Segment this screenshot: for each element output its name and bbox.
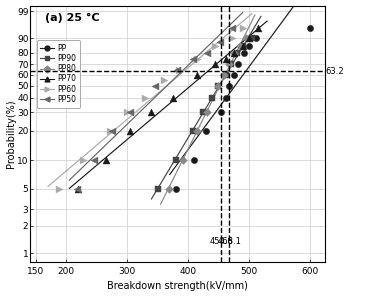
Point [155,187,160,191]
Point [103,158,109,163]
Point [194,56,200,61]
Point [200,110,206,115]
Point [173,187,179,191]
Point [173,158,179,163]
Point [56,187,62,191]
Point [190,56,196,61]
Text: 468.1: 468.1 [217,237,241,246]
Text: (a) 25 °C: (a) 25 °C [45,13,99,23]
Point [231,50,237,55]
Point [166,187,171,191]
Text: 63.2: 63.2 [325,67,344,76]
Point [205,50,210,55]
Point [243,36,249,41]
Point [229,36,235,41]
Point [191,158,197,163]
X-axis label: Breakdown strength(kV/mm): Breakdown strength(kV/mm) [107,282,248,291]
Point [240,44,246,48]
Point [107,128,113,133]
Point [205,110,210,115]
Point [212,62,218,67]
Point [223,56,229,61]
Point [241,50,247,55]
Point [142,96,148,100]
Point [223,96,229,100]
Point [215,83,221,88]
Text: 454.6: 454.6 [209,237,233,246]
Point [240,44,246,48]
Point [240,26,246,31]
Point [237,44,243,48]
Point [236,62,241,67]
Point [91,158,97,163]
Point [161,78,167,83]
Point [253,36,259,41]
Y-axis label: Probability(%): Probability(%) [6,99,15,168]
Point [75,187,81,191]
Point [234,50,240,55]
Point [127,128,133,133]
Point [124,110,130,115]
Point [226,62,232,67]
Point [215,83,221,88]
Point [246,36,252,41]
Point [249,36,255,41]
Point [217,40,223,44]
Point [180,158,186,163]
Point [194,72,200,77]
Point [231,72,237,77]
Legend: PP, PP90, PP80, PP70, PP60, PP50: PP, PP90, PP80, PP70, PP60, PP50 [36,40,80,108]
Point [223,72,229,77]
Point [222,72,227,77]
Point [170,96,176,100]
Point [149,110,155,115]
Point [127,110,133,115]
Point [228,62,234,67]
Point [176,67,182,72]
Point [109,128,115,133]
Point [81,158,86,163]
Point [194,128,200,133]
Point [152,83,158,88]
Point [229,26,235,31]
Point [246,44,252,48]
Point [74,187,80,191]
Point [209,96,215,100]
Point [307,26,312,31]
Point [231,50,237,55]
Point [174,67,180,72]
Point [255,26,261,31]
Point [226,83,232,88]
Point [219,110,224,115]
Point [212,44,218,48]
Point [203,128,209,133]
Point [190,128,196,133]
